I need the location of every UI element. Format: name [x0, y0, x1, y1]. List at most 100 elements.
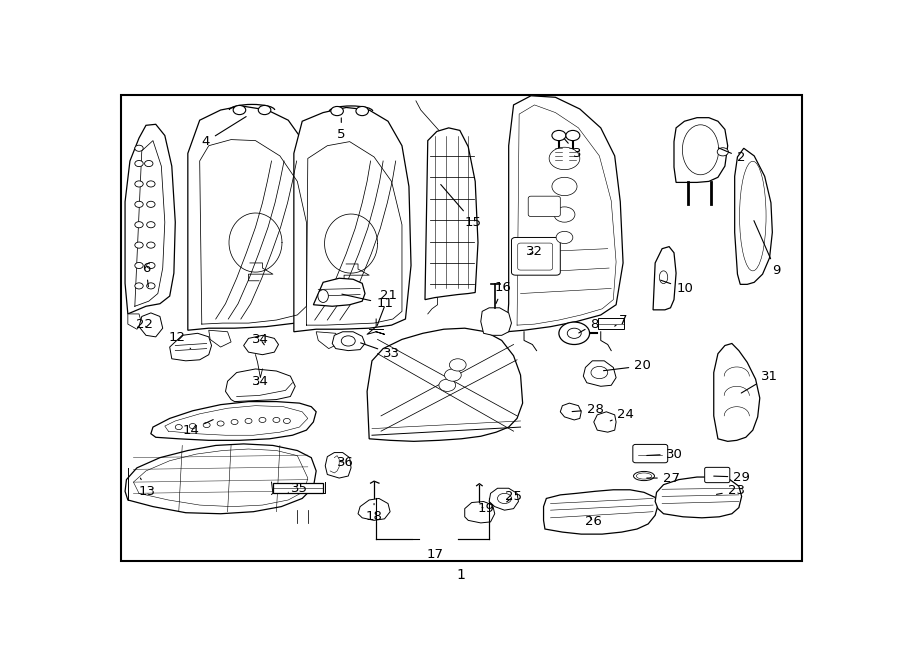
- Text: 20: 20: [604, 359, 651, 373]
- Polygon shape: [332, 332, 365, 351]
- Text: 5: 5: [338, 118, 346, 141]
- Circle shape: [217, 421, 224, 426]
- Polygon shape: [544, 490, 658, 534]
- Polygon shape: [653, 247, 676, 310]
- Circle shape: [273, 418, 280, 422]
- Circle shape: [135, 242, 143, 248]
- Circle shape: [135, 181, 143, 187]
- Polygon shape: [481, 308, 511, 336]
- Polygon shape: [464, 502, 495, 523]
- Circle shape: [231, 420, 238, 424]
- Circle shape: [449, 359, 466, 371]
- Text: 24: 24: [610, 408, 634, 421]
- Ellipse shape: [682, 125, 718, 175]
- Circle shape: [147, 201, 155, 207]
- FancyBboxPatch shape: [511, 238, 561, 275]
- Ellipse shape: [740, 162, 766, 271]
- Polygon shape: [125, 444, 316, 514]
- Text: 11: 11: [342, 294, 393, 310]
- Polygon shape: [425, 128, 478, 300]
- Circle shape: [445, 369, 461, 381]
- Circle shape: [559, 322, 590, 344]
- Circle shape: [135, 262, 143, 269]
- Text: 8: 8: [579, 318, 599, 333]
- Circle shape: [147, 222, 155, 228]
- Circle shape: [331, 107, 344, 116]
- Circle shape: [189, 424, 196, 428]
- Polygon shape: [151, 402, 316, 440]
- Circle shape: [147, 262, 155, 269]
- FancyBboxPatch shape: [705, 467, 730, 483]
- Circle shape: [233, 105, 246, 115]
- Circle shape: [203, 422, 211, 428]
- Ellipse shape: [660, 271, 668, 283]
- Text: 36: 36: [338, 456, 354, 469]
- Text: 13: 13: [139, 478, 156, 498]
- Circle shape: [245, 418, 252, 424]
- Text: 3: 3: [564, 138, 581, 160]
- FancyBboxPatch shape: [518, 243, 553, 270]
- Text: 15: 15: [441, 185, 482, 228]
- Circle shape: [145, 160, 153, 167]
- Text: 23: 23: [716, 485, 744, 497]
- Text: 1: 1: [457, 568, 465, 582]
- Circle shape: [147, 242, 155, 248]
- Circle shape: [135, 160, 143, 167]
- Text: 14: 14: [182, 420, 213, 437]
- Text: 34: 34: [252, 375, 269, 388]
- Bar: [273, 483, 323, 493]
- Circle shape: [552, 130, 566, 140]
- Text: 27: 27: [647, 471, 680, 485]
- Polygon shape: [139, 313, 163, 337]
- Text: 4: 4: [202, 117, 247, 148]
- Text: 34: 34: [252, 333, 269, 346]
- Text: 29: 29: [714, 471, 751, 483]
- Text: 31: 31: [742, 369, 778, 393]
- Text: 9: 9: [754, 220, 780, 277]
- Polygon shape: [507, 96, 623, 332]
- Circle shape: [717, 148, 728, 156]
- Polygon shape: [561, 403, 581, 420]
- Polygon shape: [358, 498, 390, 520]
- Circle shape: [566, 130, 580, 140]
- Polygon shape: [325, 453, 351, 478]
- Circle shape: [556, 231, 573, 244]
- Circle shape: [554, 207, 575, 222]
- Circle shape: [258, 105, 271, 115]
- FancyBboxPatch shape: [528, 196, 561, 216]
- Text: 35: 35: [288, 482, 308, 495]
- FancyBboxPatch shape: [633, 444, 668, 463]
- Polygon shape: [367, 328, 523, 442]
- Circle shape: [135, 145, 143, 152]
- Bar: [598, 318, 625, 329]
- Text: 6: 6: [142, 261, 150, 287]
- Text: 33: 33: [361, 343, 400, 360]
- Polygon shape: [594, 412, 616, 432]
- Text: 28: 28: [572, 403, 604, 416]
- Circle shape: [176, 424, 182, 430]
- Circle shape: [591, 367, 608, 379]
- Text: 25: 25: [505, 490, 522, 503]
- Circle shape: [439, 379, 455, 391]
- Text: 30: 30: [647, 448, 682, 461]
- Text: 16: 16: [495, 281, 511, 304]
- Circle shape: [498, 493, 511, 504]
- Text: 22: 22: [136, 318, 152, 330]
- Text: 26: 26: [585, 516, 601, 528]
- Ellipse shape: [636, 473, 652, 479]
- Circle shape: [135, 201, 143, 207]
- Polygon shape: [734, 148, 772, 285]
- Circle shape: [147, 283, 155, 289]
- Circle shape: [284, 418, 291, 424]
- Circle shape: [135, 222, 143, 228]
- Text: 2: 2: [718, 148, 745, 164]
- Ellipse shape: [318, 290, 328, 303]
- Polygon shape: [313, 278, 365, 307]
- Polygon shape: [583, 361, 617, 387]
- Polygon shape: [655, 477, 742, 518]
- Text: 12: 12: [168, 331, 191, 349]
- Polygon shape: [188, 106, 316, 330]
- Polygon shape: [674, 118, 728, 183]
- Polygon shape: [244, 336, 278, 355]
- Polygon shape: [316, 332, 339, 349]
